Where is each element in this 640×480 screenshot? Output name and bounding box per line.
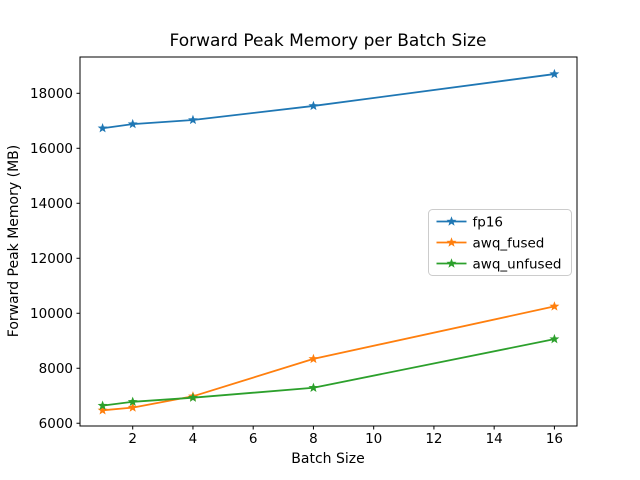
y-tick-label: 14000 xyxy=(30,196,73,212)
series-marker-awq_unfused xyxy=(188,392,198,402)
legend-box xyxy=(428,209,572,276)
legend-marker-awq_fused xyxy=(446,237,457,247)
x-axis-label: Batch Size xyxy=(291,451,364,467)
x-tick-label: 10 xyxy=(365,431,382,447)
y-tick-label: 10000 xyxy=(30,306,73,322)
series-marker-fp16 xyxy=(549,68,560,79)
series-line-awq_unfused xyxy=(101,338,556,407)
series-marker-fp16 xyxy=(97,123,108,133)
x-tick-label: 2 xyxy=(128,431,137,447)
y-tick-label: 6000 xyxy=(39,416,73,432)
legend-marker-fp16 xyxy=(446,216,457,226)
series-marker-awq_fused xyxy=(308,353,319,364)
series-marker-fp16 xyxy=(127,118,138,129)
y-tick-label: 8000 xyxy=(39,361,73,377)
series-marker-awq_fused xyxy=(97,405,108,415)
series-marker-awq_fused xyxy=(549,301,560,311)
chart-title: Forward Peak Memory per Batch Size xyxy=(170,31,487,51)
y-tick-label: 18000 xyxy=(30,86,73,102)
x-tick-label: 14 xyxy=(486,431,503,447)
x-tick-label: 12 xyxy=(425,431,442,447)
x-tick-label: 8 xyxy=(309,431,318,447)
y-axis-label: Forward Peak Memory (MB) xyxy=(6,145,22,337)
series-marker-awq_unfused xyxy=(97,400,108,410)
x-tick-label: 6 xyxy=(249,431,258,447)
series-marker-fp16 xyxy=(188,114,198,125)
series-marker-awq_unfused xyxy=(549,333,560,344)
legend-label-awq_unfused: awq_unfused xyxy=(473,256,562,272)
y-tick-label: 16000 xyxy=(30,141,73,157)
x-tick-label: 4 xyxy=(189,431,198,447)
axes-spines xyxy=(79,56,578,427)
plot-area: 2 4 6 8 10 12 14 16 6000 8000 10000 12000 14000 16000… xyxy=(30,56,578,447)
series-marker-fp16 xyxy=(308,100,319,111)
y-tick-label: 12000 xyxy=(30,251,73,267)
legend-marker-awq_unfused xyxy=(446,258,457,268)
series-line-awq_fused xyxy=(101,305,556,412)
legend-label-awq_fused: awq_fused xyxy=(473,235,545,251)
series-marker-awq_fused xyxy=(127,402,138,412)
legend-label-fp16: fp16 xyxy=(473,214,504,230)
x-tick-label: 16 xyxy=(546,431,563,447)
series-marker-awq_unfused xyxy=(308,382,319,392)
series-marker-awq_unfused xyxy=(127,396,138,407)
series-line-fp16 xyxy=(101,73,556,130)
